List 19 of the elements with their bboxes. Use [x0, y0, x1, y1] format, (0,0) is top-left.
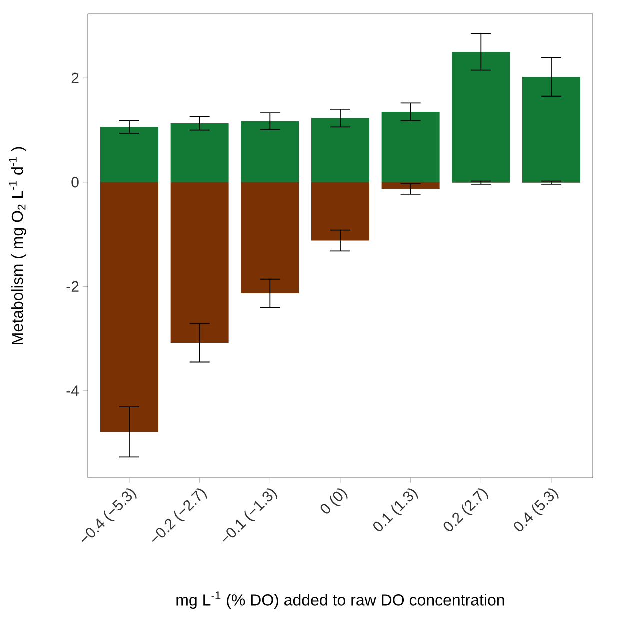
bar — [311, 118, 370, 182]
y-tick-label: 0 — [72, 177, 79, 188]
bar — [452, 52, 510, 182]
bar — [241, 121, 300, 182]
bar — [311, 182, 370, 241]
bar — [100, 127, 158, 182]
bar — [522, 77, 580, 182]
bar — [170, 182, 229, 343]
bar — [382, 182, 440, 190]
y-axis-title: Metabolism ( mg O$_{2}$ L$^{-1}$ d$^{-1}$ ) — [9, 147, 26, 344]
bar — [170, 123, 229, 182]
bar — [241, 182, 300, 294]
bar — [382, 112, 440, 182]
x-axis-title: mg L$^{-1}$ (% DO) added to raw DO concentration — [176, 592, 504, 610]
bar — [100, 182, 158, 432]
x-tick-label: 0 (0) — [320, 488, 348, 514]
y-tick-label: 2 — [72, 72, 79, 84]
y-tick-label: -4 — [66, 386, 80, 396]
y-tick-label: -2 — [66, 281, 79, 292]
